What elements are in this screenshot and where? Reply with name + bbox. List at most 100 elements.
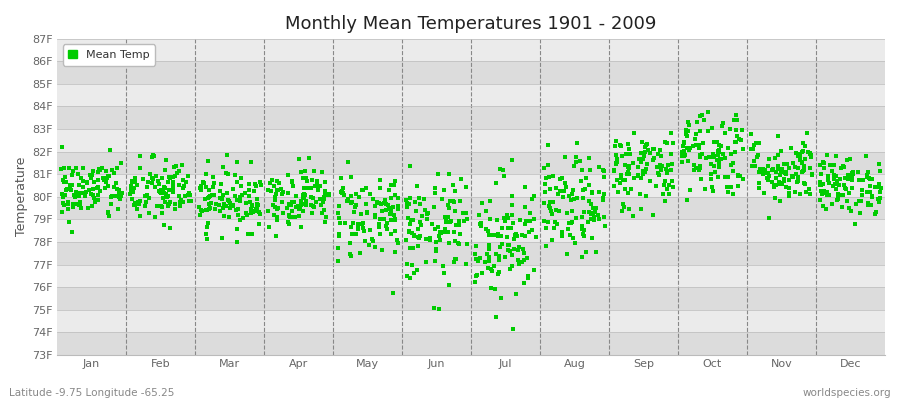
Point [659, 166, 673, 172]
Point [366, 238, 381, 244]
Point [748, 163, 762, 170]
Bar [57, 264, 885, 287]
Point [234, 175, 248, 182]
Point [100, 175, 114, 182]
Point [829, 152, 843, 159]
Point [726, 191, 741, 197]
Point [468, 273, 482, 279]
Point [647, 146, 662, 152]
Point [588, 209, 602, 216]
Point [412, 219, 427, 225]
Point [614, 142, 628, 149]
Point [631, 164, 645, 170]
Point [388, 216, 402, 222]
Point [584, 211, 598, 218]
Point [251, 209, 266, 215]
Point [575, 254, 590, 260]
Point [680, 145, 695, 151]
Point [651, 164, 665, 170]
Point [213, 188, 228, 194]
Point [253, 179, 267, 186]
Point [154, 203, 168, 210]
Point [294, 202, 309, 208]
Bar [57, 332, 885, 355]
Point [158, 157, 173, 164]
Point [587, 217, 601, 224]
Point [802, 186, 816, 192]
Point [795, 169, 809, 175]
Point [825, 168, 840, 174]
Point [860, 200, 875, 206]
Point [330, 245, 345, 252]
Point [292, 202, 306, 209]
Point [442, 204, 456, 211]
Point [406, 217, 420, 223]
Point [579, 175, 593, 182]
Point [800, 130, 814, 136]
Point [635, 156, 650, 162]
Point [168, 201, 183, 207]
Point [752, 165, 767, 172]
Point [815, 181, 830, 188]
Point [872, 184, 886, 190]
Point [560, 251, 574, 258]
Point [373, 231, 387, 237]
Point [645, 146, 660, 152]
Point [343, 240, 357, 246]
Point [221, 198, 236, 204]
Point [194, 206, 208, 213]
Point [98, 175, 112, 181]
Point [436, 262, 450, 269]
Point [795, 158, 809, 165]
Point [360, 210, 374, 216]
Point [729, 126, 743, 133]
Point [693, 163, 707, 170]
Point [791, 174, 806, 180]
Point [330, 258, 345, 264]
Point [596, 166, 610, 173]
Point [321, 191, 336, 198]
Point [437, 228, 452, 235]
Point [616, 204, 631, 210]
Point [269, 187, 284, 194]
Point [163, 199, 177, 206]
Point [474, 220, 489, 226]
Point [571, 140, 585, 147]
Point [747, 158, 761, 164]
Point [216, 164, 230, 170]
Point [316, 196, 330, 202]
Point [562, 219, 576, 226]
Point [242, 192, 256, 199]
Point [297, 191, 311, 197]
Point [675, 149, 689, 155]
Point [252, 221, 266, 228]
Point [292, 156, 306, 162]
Point [634, 175, 648, 181]
Point [233, 216, 248, 223]
Point [806, 172, 820, 178]
Point [66, 204, 80, 210]
Point [484, 285, 499, 291]
Point [292, 206, 306, 212]
Point [250, 202, 265, 208]
Point [484, 266, 499, 272]
Point [699, 155, 714, 162]
Point [795, 149, 809, 156]
Point [584, 189, 598, 196]
Point [201, 194, 215, 201]
Point [474, 199, 489, 206]
Point [382, 187, 396, 194]
Point [720, 145, 734, 151]
Point [788, 164, 803, 170]
Point [677, 148, 691, 155]
Point [151, 178, 166, 184]
Point [556, 194, 571, 200]
Point [473, 255, 488, 261]
Point [317, 207, 331, 214]
Point [114, 190, 129, 196]
Point [744, 131, 759, 137]
Point [392, 206, 406, 212]
Point [803, 150, 817, 157]
Point [500, 234, 514, 241]
Point [537, 165, 552, 171]
